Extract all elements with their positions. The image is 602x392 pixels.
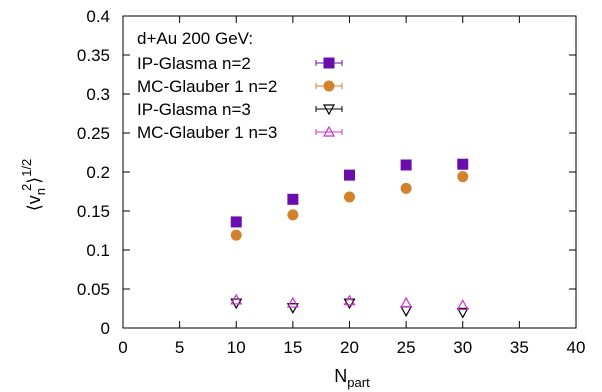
- x-tick-label: 30: [453, 338, 472, 357]
- y-axis-label-subscript: n: [33, 188, 48, 195]
- y-tick-label: 0.2: [86, 163, 110, 182]
- y-tick-label: 0.1: [86, 241, 110, 260]
- data-point: [456, 299, 469, 310]
- x-axis-label-main: N: [334, 366, 347, 386]
- data-point: [286, 296, 299, 308]
- y-axis-label: ⟨vn2⟩1/2: [19, 159, 48, 212]
- axis-ticks: [122, 15, 577, 329]
- data-point: [344, 191, 355, 203]
- y-axis-label-power: 1/2: [19, 159, 34, 177]
- x-tick-label: 20: [340, 338, 359, 357]
- data-point: [343, 294, 356, 306]
- legend-title: d+Au 200 GeV:: [137, 29, 253, 48]
- data-point: [400, 159, 412, 171]
- data-point: [287, 193, 299, 205]
- data-point: [343, 298, 356, 310]
- x-axis-label: Npart: [334, 366, 370, 390]
- x-tick-label: 35: [510, 338, 529, 357]
- axis-tick-labels: 0 5 10 15 20 25 30 35 40 0 0.05 0.1 0.15 0.2 0.25 0.3 0.…: [77, 7, 586, 357]
- x-tick-label: 40: [567, 338, 586, 357]
- x-tick-label: 5: [175, 338, 184, 357]
- x-tick-label: 10: [227, 338, 246, 357]
- x-tick-label: 0: [118, 338, 127, 357]
- x-tick-label: 25: [397, 338, 416, 357]
- y-tick-label: 0.3: [86, 85, 110, 104]
- y-tick-label: 0.25: [77, 124, 110, 143]
- y-axis-label-open: ⟨v: [24, 195, 44, 211]
- y-tick-label: 0: [101, 319, 110, 338]
- legend-item-label: MC-Glauber 1 n=2: [137, 77, 277, 96]
- legend-item-label: IP-Glasma n=3: [137, 100, 251, 119]
- data-point: [457, 171, 469, 183]
- legend-item-label: MC-Glauber 1 n=3: [137, 123, 277, 142]
- data-point: [457, 158, 469, 170]
- legend-marker: [323, 80, 335, 92]
- y-tick-label: 0.35: [77, 46, 110, 65]
- legend-marker: [322, 125, 336, 137]
- legend-marker: [322, 104, 336, 116]
- y-tick-label: 0.05: [77, 280, 110, 299]
- y-axis-label-square: 2: [19, 184, 34, 191]
- legend-marker: [323, 57, 335, 69]
- y-tick-label: 0.4: [86, 7, 110, 26]
- legend: d+Au 200 GeV: IP-Glasma n=2 MC-Glauber 1 …: [137, 29, 343, 142]
- data-points: [230, 158, 469, 319]
- data-point: [286, 303, 299, 314]
- data-point: [230, 293, 243, 305]
- y-axis-label-close: ⟩: [24, 177, 44, 184]
- data-point: [287, 209, 299, 221]
- data-point: [400, 182, 412, 194]
- x-axis-label-subscript: part: [347, 375, 370, 390]
- data-point: [230, 216, 242, 228]
- data-point: [400, 296, 413, 308]
- data-point: [456, 307, 469, 319]
- data-point: [400, 306, 413, 318]
- data-point: [230, 229, 242, 241]
- data-point: [344, 169, 355, 181]
- legend-item-label: IP-Glasma n=2: [137, 54, 251, 73]
- x-tick-label: 15: [283, 338, 302, 357]
- y-tick-label: 0.15: [77, 202, 110, 221]
